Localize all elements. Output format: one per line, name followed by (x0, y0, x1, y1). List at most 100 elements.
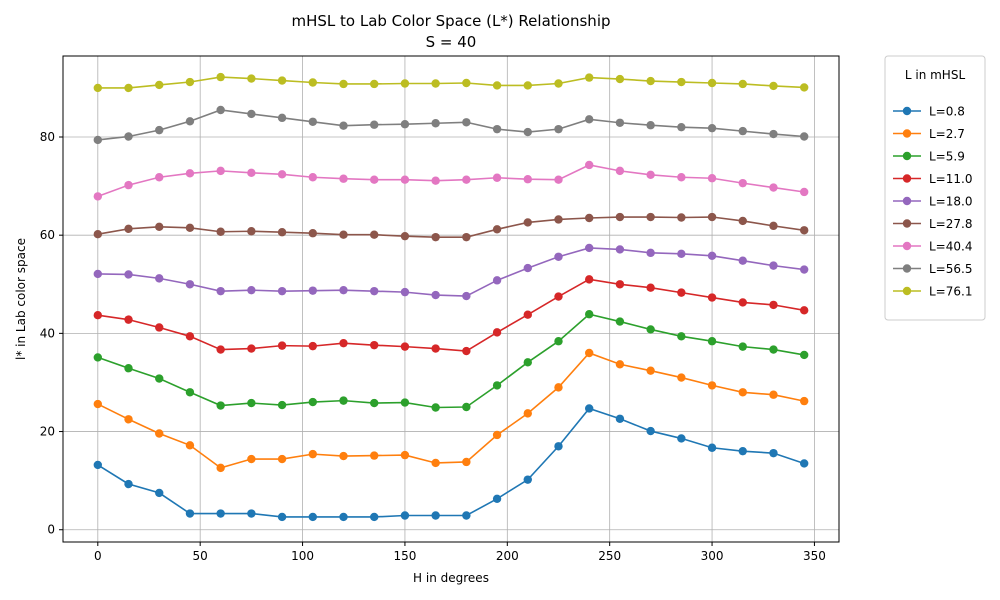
data-point (554, 337, 563, 346)
data-point (677, 332, 686, 341)
data-point (216, 166, 225, 176)
data-point (185, 223, 195, 233)
data-point (646, 248, 655, 258)
data-point (339, 285, 348, 295)
data-point (185, 280, 195, 289)
data-point (492, 494, 502, 503)
x-tick-label: 50 (193, 549, 208, 563)
data-point (308, 286, 317, 295)
data-point (93, 399, 103, 409)
data-point (93, 192, 103, 201)
data-point (769, 448, 778, 458)
data-point (124, 270, 133, 279)
chart-subtitle: S = 40 (426, 33, 477, 51)
legend-label: L=56.5 (929, 262, 972, 276)
data-point (523, 175, 532, 184)
legend-entry: L=27.8 (893, 217, 972, 231)
data-point (370, 120, 379, 129)
data-point (247, 454, 256, 464)
data-point (677, 173, 686, 182)
data-point (277, 454, 287, 464)
data-point (646, 170, 655, 179)
data-point (339, 121, 348, 130)
data-point (277, 400, 287, 410)
data-point (615, 212, 625, 222)
series-L=76.1 (93, 72, 809, 93)
data-point (462, 78, 471, 88)
data-point (615, 317, 625, 326)
data-point (769, 183, 778, 192)
data-point (308, 449, 317, 459)
data-point (185, 509, 195, 518)
data-point (646, 212, 655, 222)
series-L=0.8 (93, 404, 809, 522)
data-point (799, 187, 809, 197)
data-point (308, 78, 317, 87)
x-tick-label: 150 (393, 549, 416, 563)
data-point (769, 261, 778, 270)
data-point (124, 83, 133, 93)
data-point (769, 129, 778, 139)
data-point (707, 337, 717, 346)
data-point (431, 511, 440, 520)
data-point (523, 358, 532, 367)
data-point (615, 280, 625, 289)
data-point (247, 109, 256, 119)
data-point (155, 429, 164, 438)
data-point (400, 79, 410, 88)
data-point (370, 79, 379, 89)
series-line (97, 216, 805, 238)
data-point (707, 251, 717, 260)
legend-label: L=0.8 (929, 105, 965, 119)
series-L=56.5 (93, 105, 809, 145)
data-point (216, 401, 225, 410)
data-point (738, 256, 747, 265)
data-point (124, 479, 133, 489)
data-point (492, 430, 502, 440)
data-point (646, 325, 655, 334)
data-point (677, 434, 686, 443)
data-point (492, 81, 502, 90)
data-point (155, 173, 164, 182)
data-point (93, 135, 103, 145)
data-point (216, 72, 225, 82)
data-point (738, 388, 747, 397)
data-point (585, 310, 594, 319)
legend-label: L=76.1 (929, 285, 972, 299)
data-point (216, 463, 225, 473)
series-L=5.9 (93, 310, 809, 412)
data-point (462, 175, 471, 184)
data-point (370, 286, 379, 296)
data-point (799, 132, 809, 141)
legend-label: L=5.9 (929, 150, 965, 164)
legend-title: L in mHSL (905, 68, 966, 82)
legend-marker (902, 196, 912, 206)
data-point (308, 512, 317, 522)
legend-entry: L=11.0 (893, 172, 972, 186)
y-tick-label: 80 (40, 130, 55, 144)
data-point (124, 415, 133, 424)
legend-marker (902, 264, 912, 273)
x-tick-label: 300 (701, 549, 724, 563)
data-point (216, 286, 225, 296)
data-point (247, 509, 256, 518)
series-line (97, 352, 805, 469)
data-point (277, 341, 287, 350)
data-point (400, 511, 410, 520)
data-point (523, 263, 532, 273)
x-tick-label: 100 (291, 549, 314, 563)
data-point (462, 457, 471, 467)
data-point (431, 403, 440, 412)
data-point (799, 350, 809, 360)
data-point (677, 122, 686, 132)
data-point (677, 249, 686, 259)
ticks: 0 50 100 150 200 250 300 350 0 20 40 60 80 (40, 130, 826, 563)
y-tick-label: 20 (40, 425, 55, 439)
data-point (677, 77, 686, 87)
series-L=11.0 (93, 275, 809, 356)
data-point (738, 216, 747, 226)
legend-marker (902, 219, 912, 228)
series-line (97, 164, 805, 198)
data-point (492, 328, 502, 337)
legend-entry: L=76.1 (893, 285, 972, 299)
